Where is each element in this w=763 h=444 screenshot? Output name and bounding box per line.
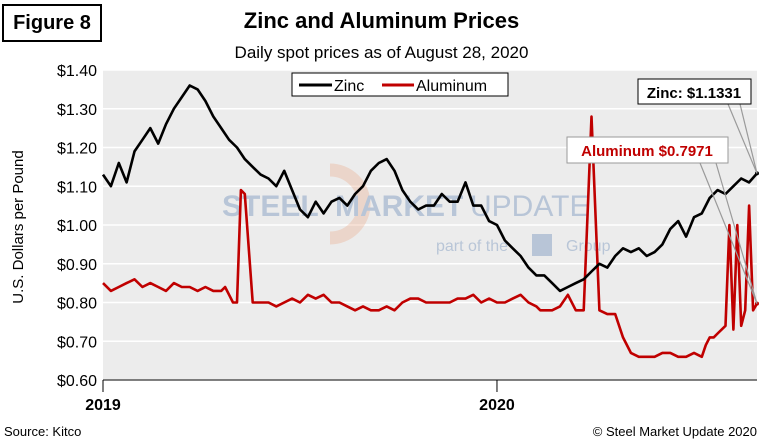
x-axis-ticks: 2019 2020 <box>85 379 757 414</box>
watermark-brand-a: STEEL <box>222 190 319 223</box>
y-tick-label: $0.70 <box>57 334 97 351</box>
y-tick-label: $0.80 <box>57 296 97 313</box>
chart-title: Zinc and Aluminum Prices <box>243 8 520 33</box>
watermark-logo: STEEL MARKET UPDATE part of the Group <box>222 163 611 256</box>
leader-line-aluminum <box>699 162 758 304</box>
y-axis-label: U.S. Dollars per Pound <box>10 150 27 303</box>
source-note: Source: Kitco <box>4 424 82 439</box>
y-tick-label: $1.40 <box>57 63 97 80</box>
y-tick-label: $1.00 <box>57 218 97 235</box>
series-line-aluminum <box>102 115 759 359</box>
callout-text-zinc: Zinc: $1.1331 <box>647 85 741 102</box>
legend-label-aluminum: Aluminum <box>416 78 487 95</box>
y-tick-label: $0.60 <box>57 373 97 390</box>
callout-box-aluminum <box>566 136 729 164</box>
leader-line-zinc-secondary <box>739 103 758 174</box>
y-tick-label: $0.90 <box>57 257 97 274</box>
watermark-swoosh <box>329 163 371 245</box>
y-tick-label: $1.20 <box>57 141 97 158</box>
series-line-zinc <box>101 84 758 293</box>
watermark-tagline-b: Group <box>566 238 611 255</box>
legend-label-zinc: Zinc <box>334 78 364 95</box>
y-axis-ticks: $0.60 $0.70 $0.80 $0.90 $1.00 $1.10 $1.20 $1.30… <box>57 63 97 390</box>
watermark-brand-c: UPDATE <box>470 190 589 223</box>
legend: Zinc Aluminum <box>291 72 509 97</box>
x-tick-label: 2019 <box>85 397 121 414</box>
callout-box-zinc <box>637 78 752 105</box>
figure-label: Figure 8 <box>2 4 102 42</box>
callouts: Zinc: $1.1331 Aluminum $0.7971 <box>566 78 758 304</box>
y-tick-label: $1.10 <box>57 179 97 196</box>
callout-text-aluminum: Aluminum $0.7971 <box>581 143 713 160</box>
watermark-group-logo <box>532 234 552 256</box>
leader-line-aluminum-secondary <box>715 162 758 304</box>
y-tick-label: $1.30 <box>57 102 97 119</box>
watermark-tagline-a: part of the <box>436 238 508 255</box>
chart-subtitle: Daily spot prices as of August 28, 2020 <box>234 43 529 62</box>
copyright-note: © Steel Market Update 2020 <box>592 424 757 439</box>
x-tick-label: 2020 <box>479 397 515 414</box>
leader-line-zinc <box>727 103 758 174</box>
